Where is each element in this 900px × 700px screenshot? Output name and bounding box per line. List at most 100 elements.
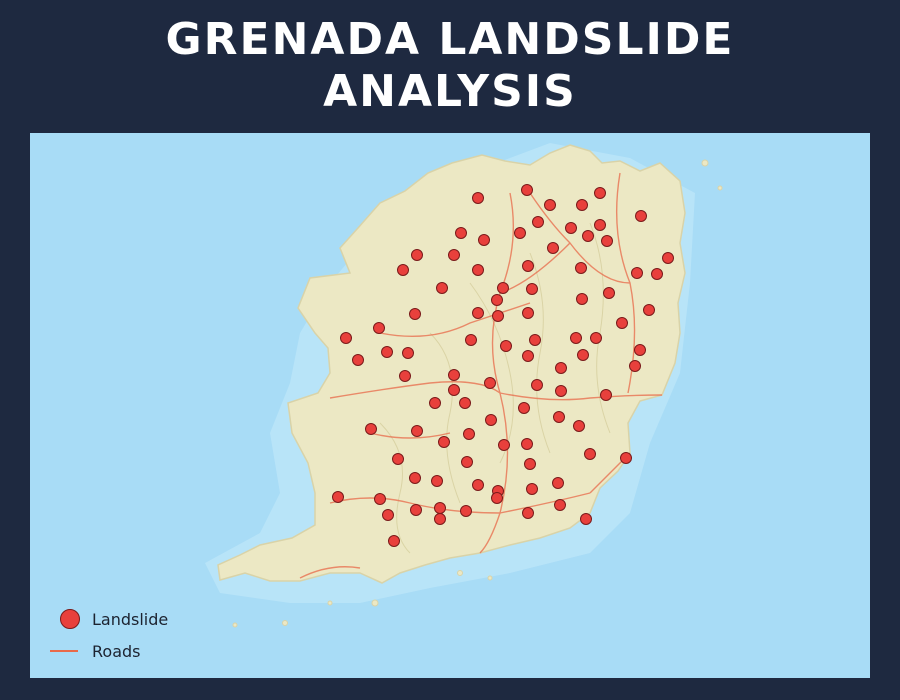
landslide-point[interactable]	[411, 425, 423, 437]
landslide-point[interactable]	[436, 282, 448, 294]
landslide-point[interactable]	[554, 499, 566, 511]
landslide-point[interactable]	[576, 199, 588, 211]
landslide-point[interactable]	[544, 199, 556, 211]
landslide-point[interactable]	[463, 428, 475, 440]
landslide-point[interactable]	[603, 287, 615, 299]
landslide-point[interactable]	[565, 222, 577, 234]
landslide-point[interactable]	[485, 414, 497, 426]
terrain-shading	[379, 222, 611, 554]
landslide-point[interactable]	[521, 184, 533, 196]
landslide-point[interactable]	[594, 187, 606, 199]
island-landmass[interactable]	[217, 144, 686, 584]
landslide-point[interactable]	[491, 294, 503, 306]
landslide-point[interactable]	[576, 293, 588, 305]
landslide-point[interactable]	[461, 456, 473, 468]
landslide-point[interactable]	[635, 210, 647, 222]
landslide-point[interactable]	[448, 384, 460, 396]
landslide-point[interactable]	[601, 235, 613, 247]
landslide-point[interactable]	[594, 219, 606, 231]
landslide-point[interactable]	[472, 307, 484, 319]
landslide-point[interactable]	[409, 472, 421, 484]
landslide-point[interactable]	[620, 452, 632, 464]
landslide-point[interactable]	[532, 216, 544, 228]
landslide-point[interactable]	[381, 346, 393, 358]
landslide-point[interactable]	[526, 483, 538, 495]
landslide-point[interactable]	[573, 420, 585, 432]
landslide-point[interactable]	[651, 268, 663, 280]
landslide-point[interactable]	[438, 436, 450, 448]
landslide-point[interactable]	[570, 332, 582, 344]
road-line-icon	[50, 650, 78, 652]
landslide-point[interactable]	[431, 475, 443, 487]
landslide-point[interactable]	[352, 354, 364, 366]
landslide-point[interactable]	[521, 438, 533, 450]
landslide-point[interactable]	[498, 439, 510, 451]
landslide-point[interactable]	[388, 535, 400, 547]
landslide-point[interactable]	[580, 513, 592, 525]
landslide-point[interactable]	[365, 423, 377, 435]
landslide-point[interactable]	[411, 249, 423, 261]
legend-label-landslide: Landslide	[92, 609, 169, 629]
landslide-point[interactable]	[522, 260, 534, 272]
landslide-point[interactable]	[582, 230, 594, 242]
landslide-point[interactable]	[522, 507, 534, 519]
landslide-point[interactable]	[531, 379, 543, 391]
landslide-point[interactable]	[484, 377, 496, 389]
landslide-point[interactable]	[448, 369, 460, 381]
landslide-point[interactable]	[465, 334, 477, 346]
landslide-point[interactable]	[529, 334, 541, 346]
landslide-point[interactable]	[460, 505, 472, 517]
landslide-point[interactable]	[399, 370, 411, 382]
landslide-point[interactable]	[434, 513, 446, 525]
map-panel[interactable]: Landslide Roads	[30, 133, 870, 678]
landslide-point[interactable]	[382, 509, 394, 521]
landslide-point[interactable]	[526, 283, 538, 295]
landslide-point[interactable]	[590, 332, 602, 344]
landslide-point[interactable]	[332, 491, 344, 503]
landslide-point[interactable]	[522, 307, 534, 319]
landslide-point[interactable]	[555, 362, 567, 374]
landslide-point[interactable]	[631, 267, 643, 279]
landslide-point[interactable]	[577, 349, 589, 361]
landslide-point[interactable]	[478, 234, 490, 246]
landslide-point[interactable]	[472, 479, 484, 491]
landslide-point[interactable]	[497, 282, 509, 294]
landslide-point[interactable]	[409, 308, 421, 320]
page-title: GRENADA LANDSLIDE ANALYSIS	[0, 14, 900, 118]
landslide-point[interactable]	[373, 322, 385, 334]
landslide-point[interactable]	[662, 252, 674, 264]
landslide-point[interactable]	[629, 360, 641, 372]
landslide-point[interactable]	[552, 477, 564, 489]
landslide-point[interactable]	[491, 492, 503, 504]
landslide-point[interactable]	[643, 304, 655, 316]
landslide-point[interactable]	[397, 264, 409, 276]
landslide-point[interactable]	[410, 504, 422, 516]
landslide-point[interactable]	[500, 340, 512, 352]
landslide-point[interactable]	[392, 453, 404, 465]
landslide-point[interactable]	[374, 493, 386, 505]
landslide-point[interactable]	[472, 264, 484, 276]
landslide-point[interactable]	[492, 310, 504, 322]
title-line-2: ANALYSIS	[323, 66, 577, 117]
landslide-point[interactable]	[455, 227, 467, 239]
landslide-point[interactable]	[514, 227, 526, 239]
landslide-point[interactable]	[634, 344, 646, 356]
landslide-point[interactable]	[340, 332, 352, 344]
landslide-point[interactable]	[575, 262, 587, 274]
landslide-point[interactable]	[402, 347, 414, 359]
landslide-point[interactable]	[434, 502, 446, 514]
landslide-point[interactable]	[555, 385, 567, 397]
landslide-point[interactable]	[547, 242, 559, 254]
landslide-point[interactable]	[518, 402, 530, 414]
landslide-point[interactable]	[600, 389, 612, 401]
landslide-point[interactable]	[448, 249, 460, 261]
landslide-point[interactable]	[584, 448, 596, 460]
landslide-point[interactable]	[429, 397, 441, 409]
landslide-point[interactable]	[616, 317, 628, 329]
landslide-point[interactable]	[553, 411, 565, 423]
landslide-point[interactable]	[524, 458, 536, 470]
landslide-point[interactable]	[459, 397, 471, 409]
landslide-point[interactable]	[472, 192, 484, 204]
landslide-point[interactable]	[522, 350, 534, 362]
map-canvas[interactable]	[30, 133, 870, 678]
